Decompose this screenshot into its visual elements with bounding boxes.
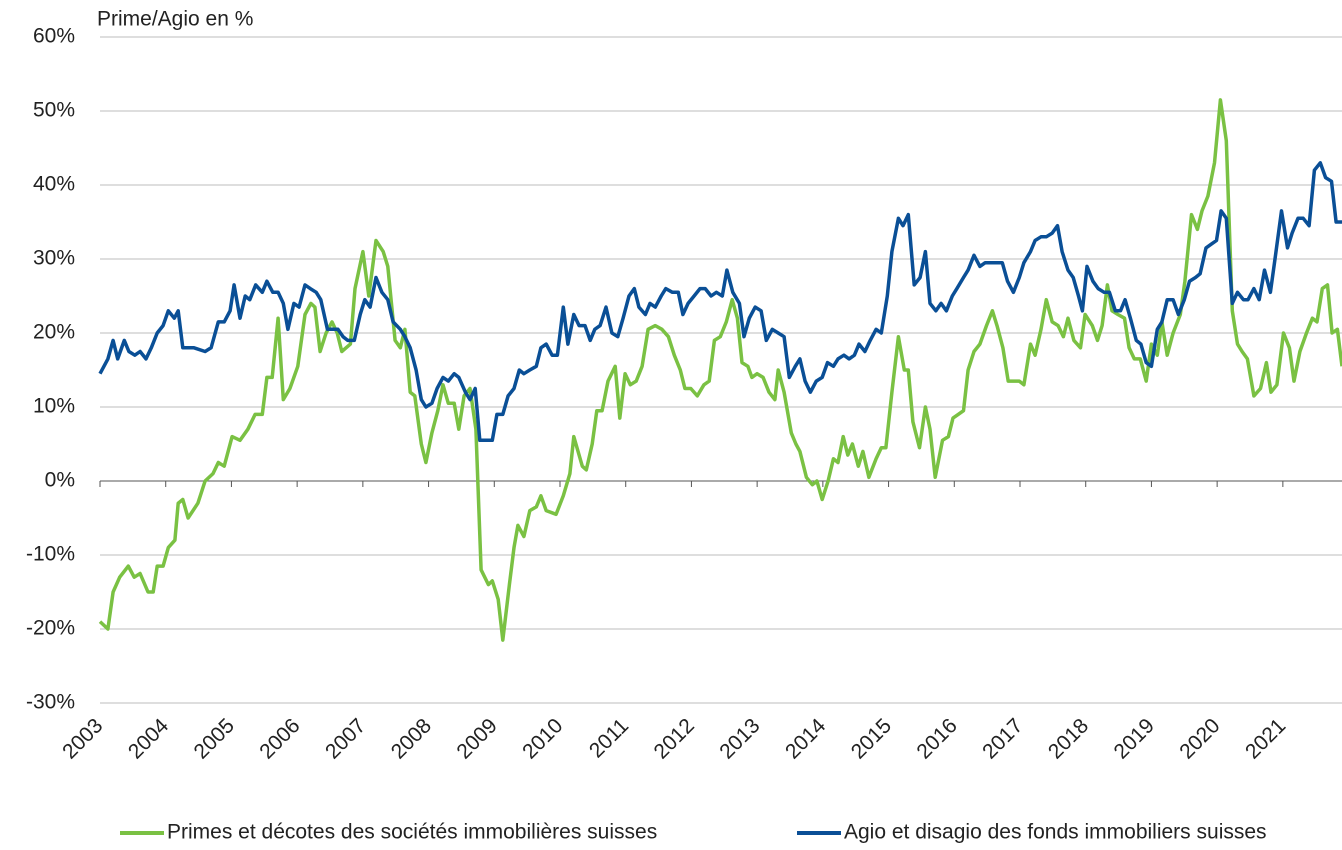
x-tick-label: 2008 [387,714,436,763]
x-tick-label: 2016 [912,714,961,763]
y-tick-label: 50% [33,99,75,122]
x-tick-label: 2013 [715,714,764,763]
y-tick-label: 60% [33,25,75,48]
x-tick-label: 2007 [321,714,370,763]
y-tick-label: 20% [33,321,75,344]
y-tick-label: 30% [33,247,75,270]
x-tick-label: 2018 [1044,714,1093,763]
x-tick-label: 2005 [190,714,239,763]
y-tick-label: -20% [26,617,75,640]
y-tick-label: -10% [26,543,75,566]
legend-label: Primes et décotes des sociétés immobiliè… [167,821,657,844]
x-tick-label: 2003 [58,714,107,763]
y-tick-label: -30% [26,691,75,714]
x-tick-label: 2019 [1110,714,1159,763]
x-tick-label: 2012 [650,714,699,763]
y-tick-label: 0% [45,469,75,492]
lines [98,98,1342,642]
y-axis-label: Prime/Agio en % [97,8,253,31]
x-tick-label: 2006 [255,714,304,763]
x-tick-label: 2021 [1241,714,1290,763]
x-tick-label: 2010 [518,714,567,763]
y-tick-label: 40% [33,173,75,196]
series-line [98,161,1342,443]
x-tick-label: 2014 [781,714,831,764]
legend: Primes et décotes des sociétés immobiliè… [120,821,1267,844]
x-tick-label: 2020 [1175,714,1224,763]
x-tick-label: 2011 [585,714,633,762]
x-tick-label: 2017 [978,714,1027,763]
y-tick-label: 10% [33,395,75,418]
x-tick-label: 2015 [847,714,896,763]
legend-label: Agio et disagio des fonds immobiliers su… [844,821,1267,844]
x-tick-label: 2004 [124,714,174,764]
x-tick-label: 2009 [452,714,501,763]
grid: -30% -20% -10% 0% 10% 20% 30% 40% 50% 60% 2003 2004… [26,25,1342,764]
series-line [98,98,1342,642]
